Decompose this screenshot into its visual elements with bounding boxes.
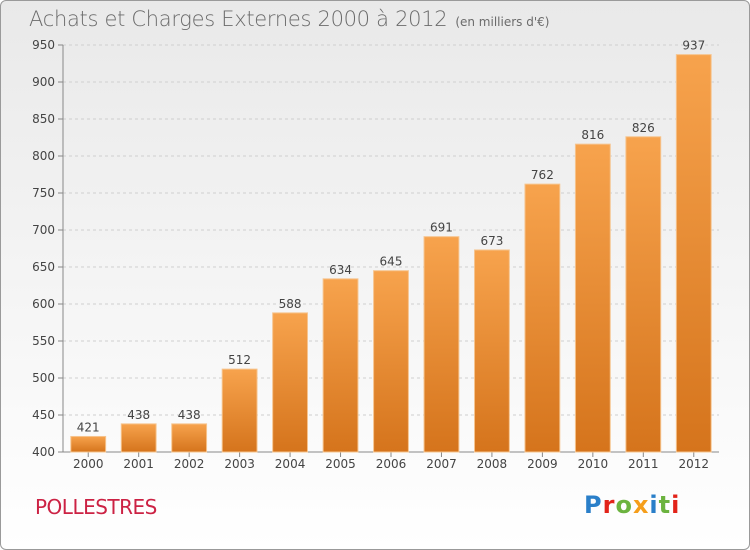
bar <box>423 236 460 453</box>
logo-letter: r <box>602 491 616 519</box>
bar-value-label: 438 <box>127 408 150 422</box>
chart-unit: (en milliers d'€) <box>455 15 550 29</box>
bar-value-label: 438 <box>178 408 201 422</box>
y-tick-label: 650 <box>32 260 55 274</box>
y-tick-label: 900 <box>32 75 55 89</box>
bar <box>574 143 611 453</box>
commune-name: POLLESTRES <box>35 495 157 519</box>
y-tick-label: 800 <box>32 149 55 163</box>
x-tick-label: 2006 <box>376 457 407 471</box>
bar-value-label: 937 <box>682 39 705 53</box>
x-tick-label: 2001 <box>123 457 154 471</box>
chart-title: Achats et Charges Externes 2000 à 2012 <box>29 7 448 31</box>
y-tick-label: 700 <box>32 223 55 237</box>
x-tick-label: 2009 <box>527 457 558 471</box>
y-tick-label: 400 <box>32 445 55 459</box>
bar-value-label: 673 <box>480 234 503 248</box>
bar <box>272 312 308 453</box>
x-tick-label: 2002 <box>174 457 205 471</box>
bar <box>171 423 208 453</box>
y-tick-label: 850 <box>32 112 55 126</box>
bar-value-label: 762 <box>531 168 554 182</box>
x-tick-label: 2004 <box>275 457 306 471</box>
bar <box>675 54 712 453</box>
x-tick-label: 2008 <box>477 457 508 471</box>
x-tick-label: 2011 <box>628 457 659 471</box>
bar-value-label: 588 <box>279 297 302 311</box>
bar-value-label: 421 <box>77 420 100 434</box>
y-tick-label: 750 <box>32 186 55 200</box>
bar <box>625 136 662 453</box>
bar <box>221 368 258 453</box>
bar <box>474 249 510 453</box>
y-tick-label: 600 <box>32 297 55 311</box>
x-tick-label: 2003 <box>224 457 255 471</box>
title-row: Achats et Charges Externes 2000 à 2012 (e… <box>29 7 549 31</box>
bar <box>70 435 107 453</box>
logo-letter: o <box>615 491 633 519</box>
x-tick-label: 2007 <box>426 457 457 471</box>
bar <box>524 183 561 453</box>
y-tick-label: 550 <box>32 334 55 348</box>
x-tick-label: 2005 <box>325 457 356 471</box>
bar <box>322 278 359 453</box>
y-tick-label: 500 <box>32 371 55 385</box>
y-tick-label: 450 <box>32 408 55 422</box>
x-tick-label: 2010 <box>578 457 609 471</box>
bar-value-label: 634 <box>329 263 352 277</box>
logo-letter: P <box>584 491 603 519</box>
x-tick-label: 2000 <box>73 457 104 471</box>
proxiti-logo: Proxiti <box>584 491 680 519</box>
bar-value-label: 826 <box>632 121 655 135</box>
logo-letter: x <box>632 491 650 519</box>
bar <box>120 423 157 453</box>
bar-value-label: 645 <box>380 255 403 269</box>
bar-value-label: 691 <box>430 221 453 235</box>
x-tick-label: 2012 <box>678 457 709 471</box>
y-tick-label: 950 <box>32 38 55 52</box>
bar-value-label: 512 <box>228 353 251 367</box>
logo-letter: t <box>658 491 672 519</box>
logo-letter: i <box>649 491 659 519</box>
bar-value-label: 816 <box>581 128 604 142</box>
bar <box>373 270 409 453</box>
logo-letter: i <box>671 491 681 519</box>
